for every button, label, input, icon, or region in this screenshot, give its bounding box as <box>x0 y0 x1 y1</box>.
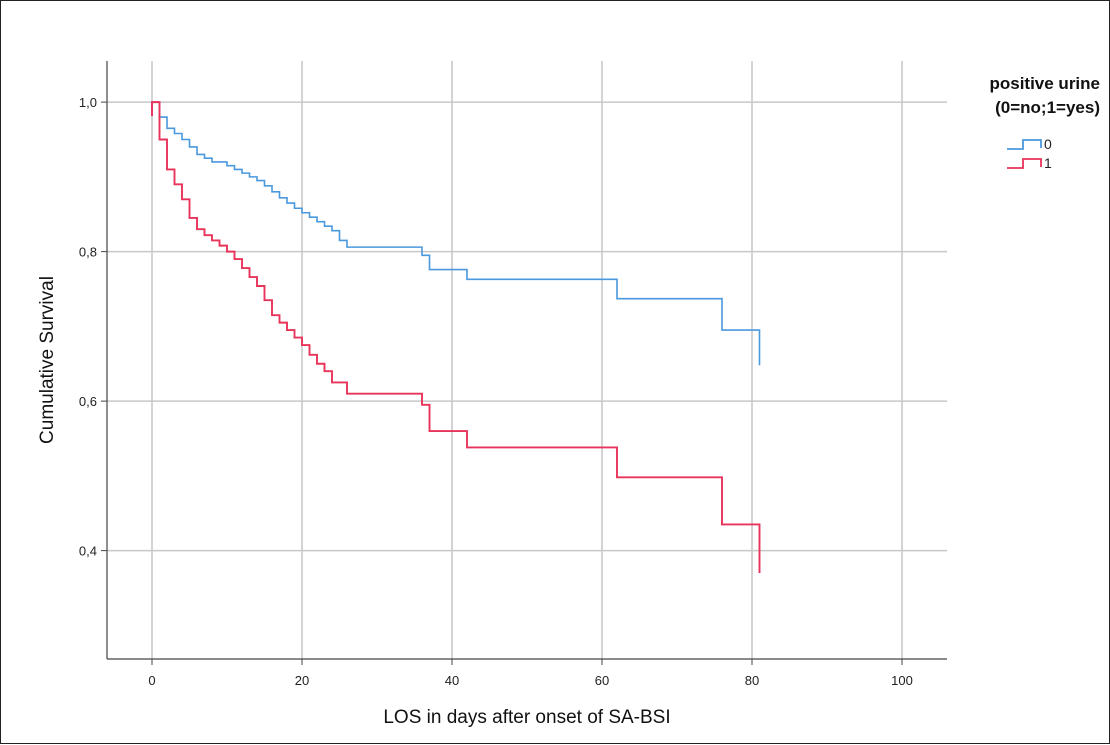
gridlines <box>107 61 947 659</box>
y-tick-label: 1,0 <box>79 95 97 110</box>
x-tick-label: 20 <box>295 673 309 688</box>
legend-label-1: 1 <box>1044 155 1052 171</box>
x-tick-label: 40 <box>445 673 459 688</box>
legend-label-0: 0 <box>1044 136 1052 152</box>
legend-swatch-1 <box>1007 158 1042 169</box>
survival-curve-0 <box>151 101 761 366</box>
survival-curves <box>151 101 761 574</box>
y-tick-label: 0,4 <box>79 544 97 559</box>
x-axis-title: LOS in days after onset of SA-BSI <box>383 707 670 728</box>
legend-title-line-2: (0=no;1=yes) <box>995 98 1100 117</box>
legend: positive urine (0=no;1=yes) 0 1 <box>989 74 1100 171</box>
y-tick-label: 0,8 <box>79 245 97 260</box>
y-tick-label: 0,6 <box>79 394 97 409</box>
y-axis-title: Cumulative Survival <box>37 276 58 444</box>
survival-curve-1 <box>151 101 761 574</box>
legend-title-line-1: positive urine <box>989 74 1100 93</box>
x-tick-label: 100 <box>891 673 913 688</box>
x-tick-label: 60 <box>595 673 609 688</box>
x-tick-label: 0 <box>148 673 155 688</box>
x-tick-label: 80 <box>745 673 759 688</box>
legend-swatch-0 <box>1007 139 1042 150</box>
axes: 0 20 40 60 80 100 0,4 0,6 0,8 1,0 <box>79 61 947 688</box>
